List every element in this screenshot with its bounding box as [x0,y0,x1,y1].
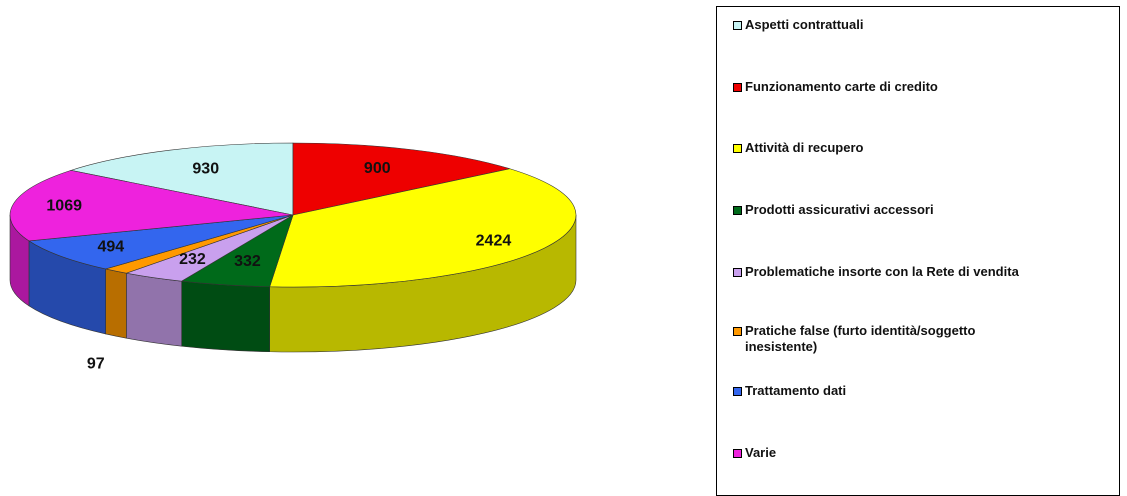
pie-side [105,268,127,339]
legend-item: Funzionamento carte di credito [733,79,1125,95]
pie-chart: 930 900 2424 332 232 97 494 1069 [9,142,577,372]
pie-slice [9,170,294,242]
legend-item: Problematiche insorte con la Rete di ven… [733,264,1125,280]
legend-item: Trattamento dati [733,383,1125,399]
legend-swatch [733,268,742,277]
pie-side [181,280,270,353]
pie-slice [292,142,510,216]
pie-side [126,272,182,347]
data-label: 332 [234,253,261,270]
legend-swatch [733,144,742,153]
legend-label: Problematiche insorte con la Rete di ven… [745,264,1019,279]
legend: Aspetti contrattuali Funzionamento carte … [716,6,1120,496]
legend-item: Pratiche false (furto identità/soggetto … [733,323,1045,355]
pie-slice [69,142,294,216]
legend-label: Aspetti contrattuali [745,17,864,32]
legend-swatch [733,449,742,458]
pie-sides [9,214,577,353]
data-label: 2424 [476,233,512,250]
data-label: 97 [87,355,105,372]
legend-label: Varie [745,445,777,460]
legend-swatch [733,83,742,92]
legend-label: Attività di recupero [745,140,864,155]
data-label: 900 [364,160,391,177]
data-label: 494 [97,238,124,255]
data-label: 1069 [46,197,82,214]
legend-label: Funzionamento carte di credito [745,79,938,94]
legend-swatch [733,327,742,336]
legend-item: Aspetti contrattuali [733,17,1125,33]
legend-item: Varie [733,445,1125,461]
legend-label: Trattamento dati [745,383,847,398]
legend-swatch [733,206,742,215]
legend-label: Prodotti assicurativi accessori [745,202,934,217]
pie-slice [269,168,577,288]
legend-item: Prodotti assicurativi accessori [733,202,1125,218]
data-label: 232 [179,251,206,268]
legend-item: Attività di recupero [733,140,1125,156]
pie-slice [28,214,294,270]
legend-label: Pratiche false (furto identità/soggetto … [745,323,976,354]
legend-swatch [733,387,742,396]
legend-swatch [733,21,742,30]
data-label: 930 [192,160,219,177]
